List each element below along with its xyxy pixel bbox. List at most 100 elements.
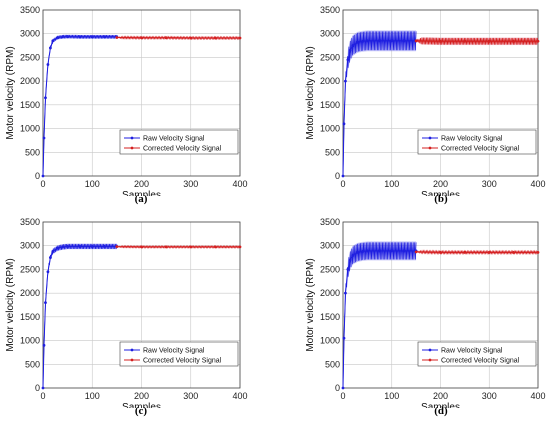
legend-label: Raw Velocity Signal: [441, 348, 503, 355]
data-point: [48, 256, 52, 259]
x-axis-label: Samples: [122, 190, 161, 196]
legend-box: [119, 341, 239, 367]
data-point: [51, 39, 55, 43]
data-point: [346, 58, 350, 62]
legend-marker: [130, 358, 134, 362]
x-tick-label: 0: [340, 391, 345, 401]
chart-d: 0 100 200 300 400 0 500 1000 1500 2000 2500 3000 350…: [305, 217, 546, 408]
y-axis-label: Motor velocity (RPM): [5, 258, 16, 351]
y-tick-label: 2500: [320, 52, 340, 62]
data-point: [361, 250, 364, 253]
oscillation-line: [42, 34, 118, 176]
data-point: [48, 46, 52, 50]
data-point: [56, 246, 60, 250]
y-tick-label: 2000: [20, 288, 40, 298]
x-axis-label: Samples: [421, 190, 460, 196]
data-point: [189, 245, 193, 249]
y-tick-label: 1500: [320, 100, 340, 110]
data-point: [46, 63, 50, 66]
y-tick-label: 0: [335, 383, 340, 393]
x-axis-label: Samples: [122, 402, 161, 408]
noise-band: [43, 243, 117, 389]
data-point: [41, 386, 45, 390]
corrected-velocity-series: [414, 37, 540, 46]
series-line: [116, 37, 240, 39]
y-tick-label: 2000: [320, 76, 340, 86]
y-tick-label: 2500: [20, 264, 40, 274]
data-point: [46, 270, 50, 274]
data-point: [346, 268, 350, 271]
noise-band: [43, 34, 117, 177]
data-point: [344, 291, 347, 295]
y-tick-label: 1000: [320, 124, 340, 134]
oscillation-line: [342, 242, 417, 388]
data-point: [66, 245, 70, 248]
raw-velocity-series: [41, 243, 119, 390]
corrected-velocity-series: [414, 249, 540, 255]
legend-marker: [428, 136, 432, 140]
y-tick-label: 500: [25, 147, 40, 157]
data-point: [365, 249, 369, 253]
data-point: [378, 249, 381, 253]
data-point: [342, 336, 346, 340]
x-tick-label: 100: [384, 179, 399, 189]
legend: Raw Velocity Signal Corrected Velocity Si…: [417, 129, 537, 155]
data-point: [213, 36, 217, 40]
data-point: [164, 245, 168, 249]
legend-label: Corrected Velocity Signal: [143, 358, 222, 365]
data-point: [402, 249, 406, 253]
oscillation-line: [342, 31, 417, 176]
x-axis-label: Samples: [421, 402, 460, 408]
data-point: [351, 253, 355, 257]
legend: Raw Velocity Signal Corrected Velocity Si…: [417, 341, 537, 367]
data-point: [439, 39, 442, 43]
y-tick-label: 3500: [20, 217, 40, 227]
data-point: [66, 35, 70, 38]
series-line: [416, 251, 538, 253]
legend-marker: [130, 348, 134, 352]
plot-frame: [342, 221, 539, 389]
legend-box: [417, 341, 537, 367]
data-point: [342, 122, 346, 126]
caption-c: (c): [134, 405, 148, 417]
x-tick-label: 300: [482, 391, 497, 401]
y-tick-label: 3000: [20, 241, 40, 251]
legend-label: Corrected Velocity Signal: [143, 146, 222, 153]
plot-frame: [42, 9, 241, 177]
x-tick-label: 100: [85, 179, 100, 189]
data-point: [42, 343, 46, 347]
series-line: [342, 250, 417, 389]
data-point: [78, 245, 82, 248]
y-tick-label: 3500: [320, 5, 340, 15]
data-point: [348, 48, 352, 52]
y-tick-label: 2000: [320, 288, 340, 298]
data-point: [487, 39, 491, 43]
data-point: [414, 39, 418, 43]
y-tick-label: 500: [325, 147, 340, 157]
data-point: [536, 250, 540, 254]
series-line: [342, 40, 417, 177]
data-point: [115, 245, 119, 249]
legend-label: Corrected Velocity Signal: [441, 358, 520, 365]
legend-label: Raw Velocity Signal: [441, 136, 503, 143]
y-tick-label: 1500: [320, 312, 340, 322]
x-tick-label: 400: [232, 391, 247, 401]
y-axis-label: Motor velocity (RPM): [305, 258, 316, 351]
y-tick-label: 500: [25, 359, 40, 369]
y-tick-label: 500: [325, 359, 340, 369]
y-tick-label: 3000: [20, 29, 40, 39]
y-axis-label: Motor velocity (RPM): [305, 46, 316, 139]
chart-b: 0 100 200 300 400 0 500 1000 1500 2000 2500 3000 350…: [305, 5, 546, 196]
data-point: [213, 245, 217, 249]
y-tick-label: 3500: [20, 5, 40, 15]
legend-box: [119, 129, 239, 155]
x-tick-label: 200: [433, 391, 448, 401]
series-line: [416, 40, 538, 42]
data-point: [61, 245, 65, 249]
x-tick-label: 0: [40, 179, 45, 189]
data-point: [189, 36, 193, 40]
y-tick-label: 3000: [320, 241, 340, 251]
data-point: [439, 250, 442, 254]
x-tick-label: 0: [40, 391, 45, 401]
data-point: [356, 40, 360, 44]
